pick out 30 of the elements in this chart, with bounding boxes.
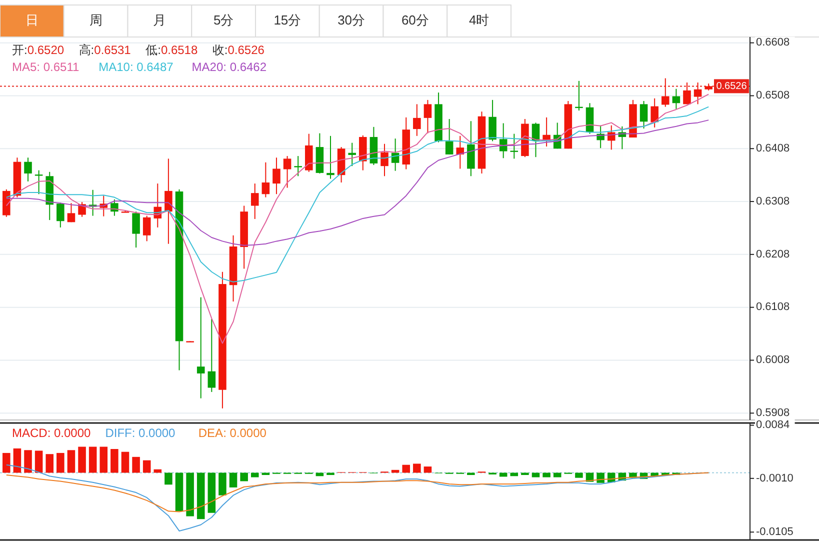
text: 月: [153, 12, 166, 28]
text: 日: [25, 12, 38, 28]
text: 60分: [401, 12, 429, 28]
text: MA5: 0.6511: [12, 60, 80, 74]
annotation: 收:0.6526: [212, 43, 265, 58]
text: 30分: [338, 12, 366, 28]
y-tick-label: 0.6408: [756, 142, 790, 155]
text: 周: [89, 12, 102, 28]
annotation: 低:0.6518: [146, 43, 198, 58]
ref-line-label: 0.6526: [716, 80, 748, 92]
y-tick-label: 0.6508: [756, 90, 790, 102]
annotation: 高:0.6531: [78, 43, 132, 58]
y-tick-label: 0.6308: [756, 195, 790, 208]
y-tick-label: -0.0010: [756, 472, 794, 484]
text: MA20: 0.6462: [192, 60, 267, 74]
text: MA10: 0.6487: [98, 60, 174, 74]
text: DEA: 0.0000: [198, 426, 267, 440]
y-tick-label: -0.0105: [756, 526, 794, 538]
y-tick-label: 0.6108: [756, 301, 790, 314]
y-tick-label: 0.5908: [756, 407, 790, 420]
text: 5分: [213, 12, 234, 28]
text: 4时: [468, 12, 490, 28]
y-tick-label: 0.6008: [756, 354, 790, 366]
y-tick-label: 0.0084: [756, 419, 790, 432]
text: 15分: [274, 12, 302, 28]
y-tick-label: 0.6208: [756, 248, 790, 260]
annotation: 开:0.6520: [12, 43, 64, 58]
text: DIFF: 0.0000: [105, 426, 176, 440]
y-tick-label: 0.6608: [756, 36, 790, 49]
series-label: MACD: 0.0000: [12, 426, 92, 440]
